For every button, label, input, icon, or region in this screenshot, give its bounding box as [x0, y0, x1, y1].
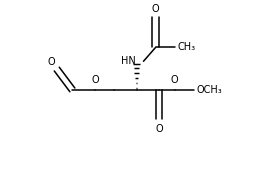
Text: CH₃: CH₃	[177, 42, 195, 52]
Text: OCH₃: OCH₃	[196, 85, 222, 95]
Text: O: O	[47, 57, 55, 67]
Text: O: O	[155, 124, 163, 134]
Text: O: O	[152, 4, 160, 14]
Text: O: O	[91, 75, 99, 85]
Text: O: O	[171, 75, 179, 85]
Text: HN: HN	[121, 56, 136, 66]
